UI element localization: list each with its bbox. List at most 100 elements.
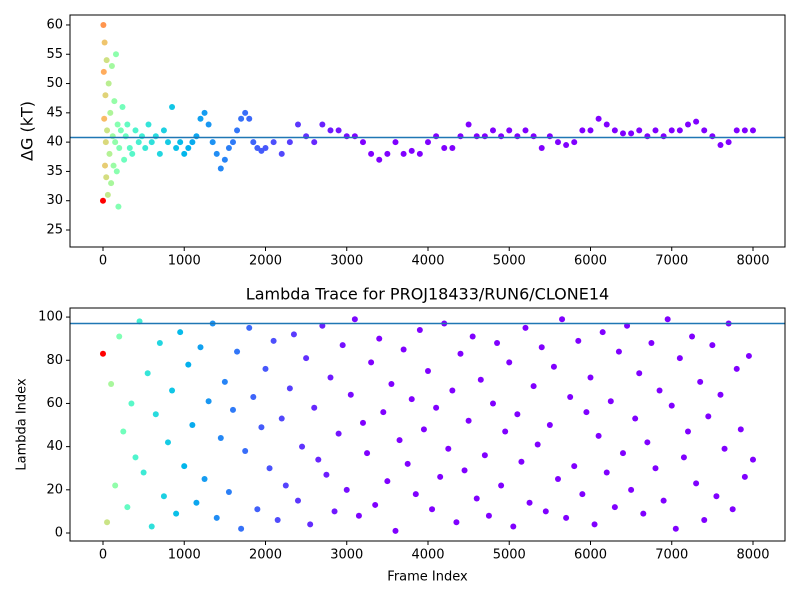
point [102, 139, 109, 146]
point [128, 400, 135, 407]
point [102, 162, 109, 169]
point [205, 121, 212, 128]
point [384, 478, 391, 485]
point [177, 139, 184, 146]
point [112, 51, 119, 58]
point [274, 517, 281, 524]
point [106, 150, 113, 157]
point [611, 504, 618, 511]
point [485, 512, 492, 519]
point [388, 381, 395, 388]
point [343, 486, 350, 493]
y-tick-label: 60 [46, 17, 63, 32]
point [437, 473, 444, 480]
point [457, 133, 464, 140]
point [286, 385, 293, 392]
point [599, 329, 606, 336]
point [412, 491, 419, 498]
point [177, 329, 184, 336]
point [299, 443, 306, 450]
point [315, 456, 322, 463]
point [745, 352, 752, 359]
point [396, 437, 403, 444]
x-tick-label: 0 [99, 254, 107, 269]
point [103, 57, 110, 64]
x-tick-label: 2000 [249, 254, 282, 269]
point [262, 144, 269, 151]
y-tick-label: 20 [46, 482, 63, 497]
x-axis-label: Frame Index [387, 570, 468, 585]
point [246, 324, 253, 331]
x-tick-label: 2000 [249, 548, 282, 563]
point [124, 504, 131, 511]
point [510, 523, 517, 530]
point [689, 333, 696, 340]
point [294, 497, 301, 504]
point [115, 203, 122, 210]
y-tick-label: 25 [46, 223, 63, 238]
point [571, 463, 578, 470]
point [550, 363, 557, 370]
point [135, 139, 142, 146]
point [364, 450, 371, 457]
point [530, 133, 537, 140]
point [234, 348, 241, 355]
point [554, 476, 561, 483]
point [514, 411, 521, 418]
point [262, 365, 269, 372]
point [433, 404, 440, 411]
point [116, 333, 123, 340]
point [225, 488, 232, 495]
point [473, 133, 480, 140]
point [331, 508, 338, 515]
point [384, 150, 391, 157]
x-tick-label: 7000 [655, 254, 688, 269]
point [628, 130, 635, 137]
point [640, 510, 647, 517]
point [173, 510, 180, 517]
point [611, 127, 618, 134]
point [461, 467, 468, 474]
point [238, 525, 245, 532]
point [733, 365, 740, 372]
point [169, 103, 176, 110]
x-tick-label: 1000 [168, 254, 201, 269]
plot-area [99, 316, 756, 534]
point [201, 109, 208, 116]
point [660, 497, 667, 504]
point [368, 359, 375, 366]
y-tick-label: 40 [46, 135, 63, 150]
x-tick-label: 4000 [411, 254, 444, 269]
point [213, 150, 220, 157]
point [110, 162, 117, 169]
y-tick-label: 100 [38, 310, 63, 325]
y-tick-label: 30 [46, 193, 63, 208]
point [741, 127, 748, 134]
point [664, 316, 671, 323]
point [449, 144, 456, 151]
point [546, 422, 553, 429]
point [668, 402, 675, 409]
point [376, 335, 383, 342]
point [327, 374, 334, 381]
point [741, 473, 748, 480]
point [242, 447, 249, 454]
point [603, 121, 610, 128]
point [152, 133, 159, 140]
point [534, 441, 541, 448]
point [327, 127, 334, 134]
point [563, 142, 570, 149]
point [122, 133, 129, 140]
point [506, 359, 513, 366]
point [107, 109, 114, 116]
point [424, 139, 431, 146]
x-tick-label: 8000 [736, 254, 769, 269]
x-tick-label: 5000 [493, 254, 526, 269]
point [465, 121, 472, 128]
point [559, 316, 566, 323]
point [729, 506, 736, 513]
point [660, 133, 667, 140]
point [173, 144, 180, 151]
point [238, 115, 245, 122]
point [709, 133, 716, 140]
